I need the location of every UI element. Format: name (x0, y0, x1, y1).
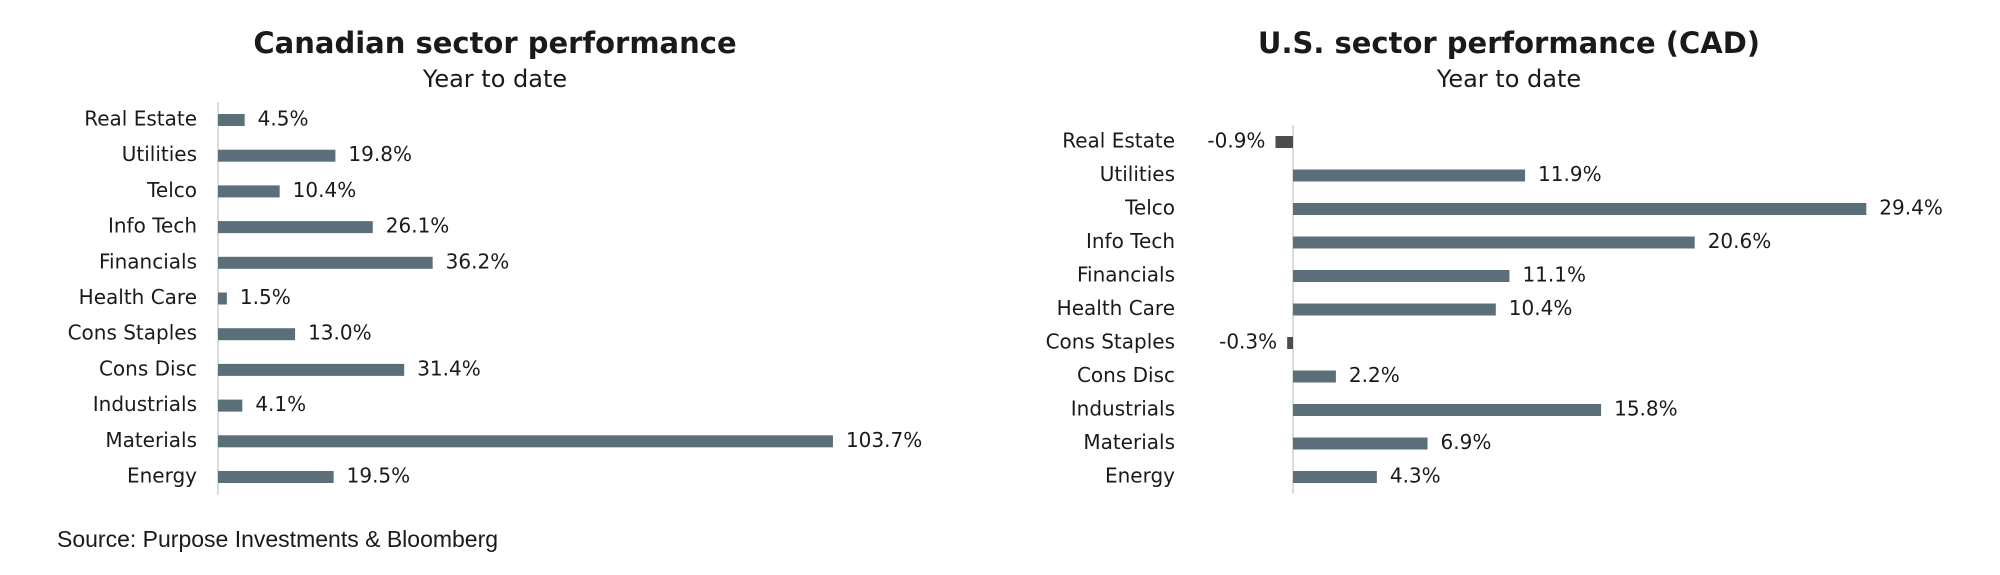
category-label: Materials (105, 428, 197, 452)
bar (1293, 471, 1377, 483)
value-label: 20.6% (1708, 229, 1772, 253)
bar (218, 256, 433, 269)
category-label: Telco (146, 178, 197, 202)
category-label: Real Estate (1062, 129, 1175, 153)
value-label: 29.4% (1879, 196, 1943, 220)
bar (1293, 437, 1428, 450)
bar (218, 114, 245, 126)
bar (218, 435, 833, 448)
value-label: 19.5% (347, 464, 411, 488)
category-label: Real Estate (84, 107, 197, 131)
category-label: Energy (127, 464, 197, 488)
category-label: Health Care (79, 285, 197, 309)
category-label: Financials (99, 249, 197, 273)
bar (218, 471, 334, 483)
category-label: Info Tech (1086, 229, 1175, 253)
bar (218, 185, 280, 198)
value-label: 11.9% (1538, 162, 1602, 186)
value-label: 2.2% (1349, 363, 1400, 387)
value-label: 19.8% (348, 142, 412, 166)
bar (1293, 169, 1526, 182)
category-label: Utilities (122, 142, 197, 166)
category-label: Energy (1105, 464, 1175, 488)
value-label: 15.8% (1614, 397, 1678, 421)
value-label: 36.2% (446, 249, 510, 273)
category-label: Financials (1077, 263, 1175, 287)
value-label: -0.9% (1207, 129, 1265, 153)
bar (1293, 203, 1867, 215)
value-label: 10.4% (1509, 296, 1573, 320)
source-note: Source: Purpose Investments & Bloomberg (57, 526, 498, 552)
category-label: Telco (1124, 196, 1175, 220)
value-label: 31.4% (417, 356, 481, 380)
bar (218, 292, 227, 305)
category-label: Health Care (1057, 296, 1175, 320)
bar (1293, 404, 1602, 416)
value-label: 4.3% (1390, 464, 1441, 488)
category-label: Industrials (1071, 397, 1175, 421)
value-label: 26.1% (386, 214, 450, 238)
bar (1287, 337, 1293, 349)
bar (1293, 270, 1510, 282)
value-label: 11.1% (1522, 263, 1586, 287)
value-label: 4.1% (255, 392, 306, 416)
bar (218, 399, 243, 412)
bar (1293, 303, 1496, 316)
value-label: 103.7% (846, 428, 922, 452)
bar (218, 149, 336, 162)
chart-title: U.S. sector performance (CAD) (1258, 26, 1760, 60)
category-label: Industrials (93, 392, 197, 416)
chart-title: Canadian sector performance (253, 26, 736, 60)
bar (218, 328, 296, 341)
value-label: -0.3% (1219, 330, 1277, 354)
value-label: 13.0% (308, 321, 372, 345)
category-label: Cons Disc (99, 356, 197, 380)
category-label: Cons Staples (68, 321, 197, 345)
chart-subtitle: Year to date (1436, 65, 1581, 93)
chart-subtitle: Year to date (422, 65, 567, 93)
category-label: Utilities (1100, 162, 1175, 186)
bar (1293, 370, 1336, 383)
category-label: Info Tech (108, 214, 197, 238)
category-label: Materials (1083, 430, 1175, 454)
category-label: Cons Disc (1077, 363, 1175, 387)
category-label: Cons Staples (1046, 330, 1175, 354)
bar (218, 363, 405, 376)
value-label: 6.9% (1441, 430, 1492, 454)
bar (1275, 136, 1293, 148)
value-label: 1.5% (240, 285, 291, 309)
bar (218, 221, 373, 234)
value-label: 10.4% (293, 178, 357, 202)
bar (1293, 236, 1695, 249)
value-label: 4.5% (258, 107, 309, 131)
